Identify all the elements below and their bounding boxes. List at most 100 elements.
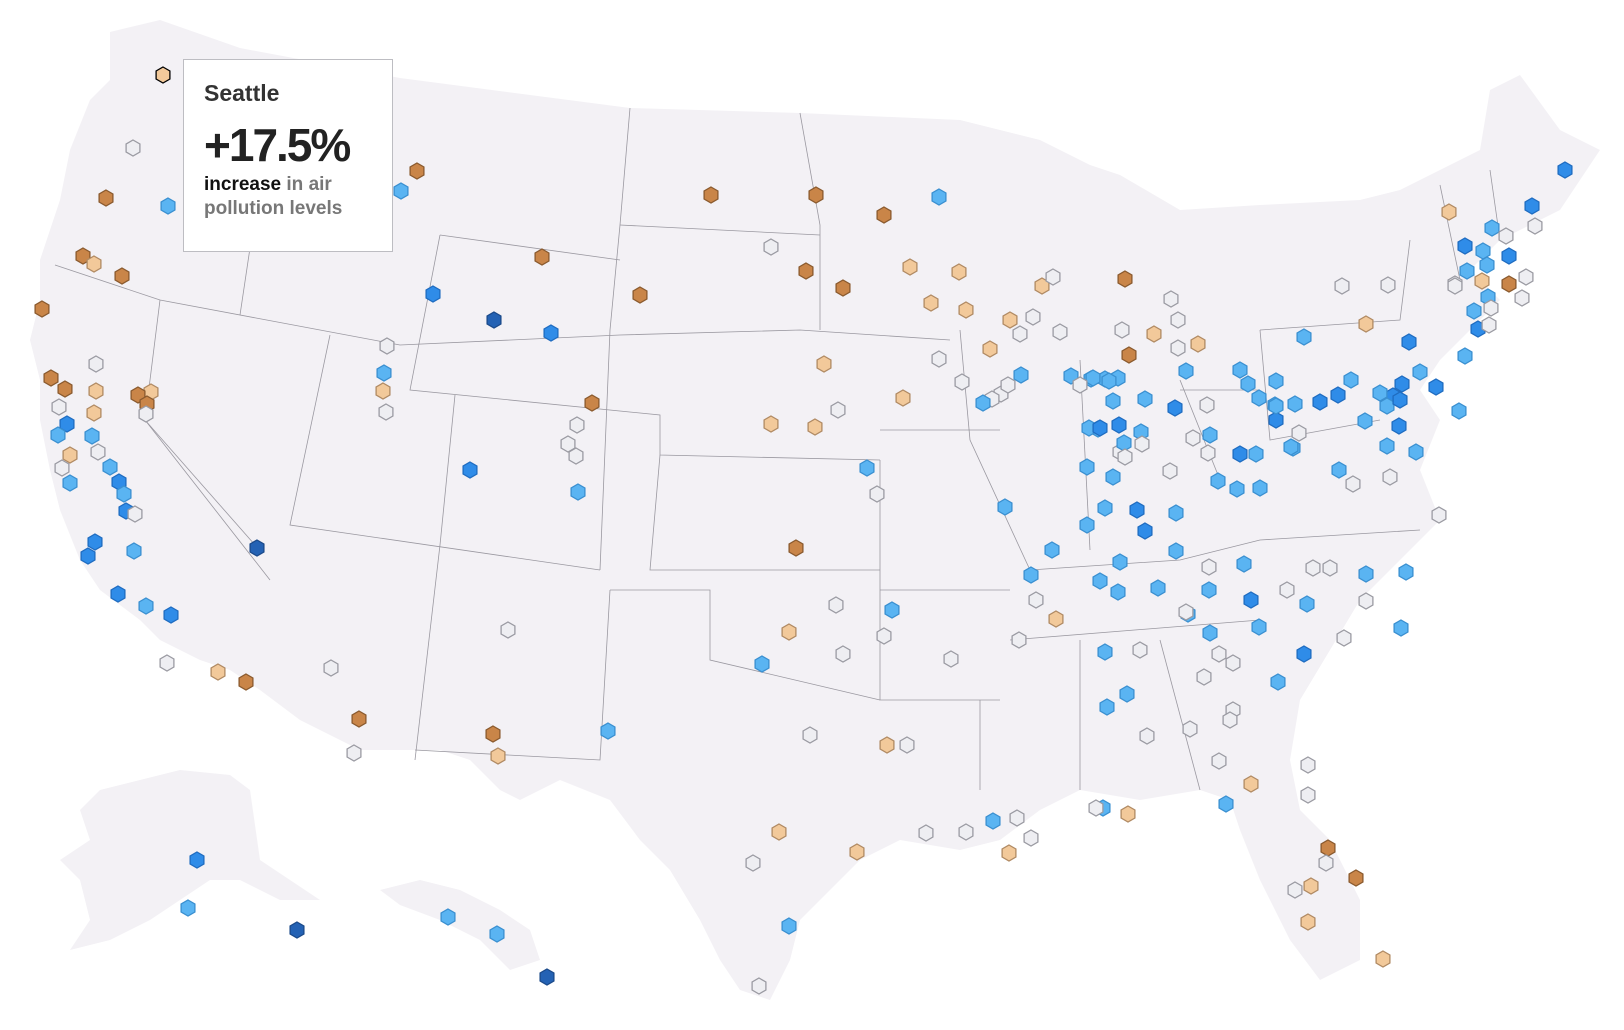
city-marker[interactable] bbox=[1331, 461, 1347, 479]
city-marker[interactable] bbox=[1202, 426, 1218, 444]
city-marker[interactable] bbox=[703, 186, 719, 204]
city-marker[interactable] bbox=[1379, 397, 1395, 415]
city-marker[interactable] bbox=[1167, 399, 1183, 417]
city-marker[interactable] bbox=[982, 340, 998, 358]
city-marker[interactable] bbox=[1085, 369, 1101, 387]
city-marker[interactable] bbox=[1296, 328, 1312, 346]
city-marker[interactable] bbox=[997, 498, 1013, 516]
city-marker[interactable] bbox=[1279, 581, 1295, 599]
city-marker[interactable] bbox=[899, 736, 915, 754]
city-marker[interactable] bbox=[378, 403, 394, 421]
city-marker[interactable] bbox=[1501, 247, 1517, 265]
city-marker[interactable] bbox=[1132, 641, 1148, 659]
city-marker[interactable] bbox=[1524, 197, 1540, 215]
city-marker[interactable] bbox=[754, 655, 770, 673]
city-marker[interactable] bbox=[1178, 603, 1194, 621]
city-marker[interactable] bbox=[1322, 559, 1338, 577]
city-marker[interactable] bbox=[1182, 720, 1198, 738]
city-marker[interactable] bbox=[1072, 376, 1088, 394]
city-marker[interactable] bbox=[1162, 462, 1178, 480]
city-marker[interactable] bbox=[34, 300, 50, 318]
city-marker[interactable] bbox=[884, 601, 900, 619]
city-marker[interactable] bbox=[1025, 308, 1041, 326]
city-marker[interactable] bbox=[808, 186, 824, 204]
city-marker[interactable] bbox=[1168, 504, 1184, 522]
city-marker[interactable] bbox=[1501, 275, 1517, 293]
city-marker[interactable] bbox=[126, 542, 142, 560]
city-marker[interactable] bbox=[560, 435, 576, 453]
city-marker[interactable] bbox=[1101, 372, 1117, 390]
city-marker[interactable] bbox=[393, 182, 409, 200]
city-marker[interactable] bbox=[1190, 335, 1206, 353]
city-marker[interactable] bbox=[160, 197, 176, 215]
city-marker[interactable] bbox=[570, 483, 586, 501]
city-marker[interactable] bbox=[1117, 270, 1133, 288]
city-marker[interactable] bbox=[1079, 458, 1095, 476]
city-marker[interactable] bbox=[1345, 475, 1361, 493]
city-marker[interactable] bbox=[1268, 397, 1284, 415]
city-marker[interactable] bbox=[1287, 881, 1303, 899]
city-marker[interactable] bbox=[1441, 203, 1457, 221]
city-marker[interactable] bbox=[751, 977, 767, 995]
city-marker[interactable] bbox=[1382, 468, 1398, 486]
city-marker[interactable] bbox=[1088, 799, 1104, 817]
city-marker[interactable] bbox=[1097, 499, 1113, 517]
city-marker[interactable] bbox=[1222, 711, 1238, 729]
city-marker[interactable] bbox=[1011, 631, 1027, 649]
city-marker[interactable] bbox=[835, 279, 851, 297]
city-marker[interactable] bbox=[323, 659, 339, 677]
city-marker[interactable] bbox=[1044, 541, 1060, 559]
city-marker[interactable] bbox=[440, 908, 456, 926]
city-marker[interactable] bbox=[1168, 542, 1184, 560]
city-marker[interactable] bbox=[1483, 299, 1499, 317]
city-marker[interactable] bbox=[1000, 376, 1016, 394]
city-marker[interactable] bbox=[500, 621, 516, 639]
city-marker[interactable] bbox=[802, 726, 818, 744]
city-marker[interactable] bbox=[1229, 480, 1245, 498]
city-marker[interactable] bbox=[163, 606, 179, 624]
city-marker-selected[interactable] bbox=[155, 66, 171, 84]
city-marker[interactable] bbox=[1211, 645, 1227, 663]
city-marker[interactable] bbox=[1146, 325, 1162, 343]
city-marker[interactable] bbox=[1557, 161, 1573, 179]
city-marker[interactable] bbox=[1270, 673, 1286, 691]
city-marker[interactable] bbox=[1137, 522, 1153, 540]
city-marker[interactable] bbox=[1268, 372, 1284, 390]
city-marker[interactable] bbox=[1225, 654, 1241, 672]
city-marker[interactable] bbox=[807, 418, 823, 436]
city-marker[interactable] bbox=[1514, 289, 1530, 307]
city-marker[interactable] bbox=[1048, 610, 1064, 628]
city-marker[interactable] bbox=[568, 447, 584, 465]
city-marker[interactable] bbox=[835, 645, 851, 663]
city-marker[interactable] bbox=[1092, 419, 1108, 437]
city-marker[interactable] bbox=[1099, 698, 1115, 716]
city-marker[interactable] bbox=[931, 188, 947, 206]
city-marker[interactable] bbox=[943, 650, 959, 668]
city-marker[interactable] bbox=[632, 286, 648, 304]
city-marker[interactable] bbox=[1372, 384, 1388, 402]
city-marker[interactable] bbox=[116, 485, 132, 503]
city-marker[interactable] bbox=[816, 355, 832, 373]
city-marker[interactable] bbox=[876, 206, 892, 224]
city-marker[interactable] bbox=[1348, 869, 1364, 887]
city-marker[interactable] bbox=[1129, 501, 1145, 519]
city-marker[interactable] bbox=[138, 405, 154, 423]
city-marker[interactable] bbox=[210, 663, 226, 681]
city-marker[interactable] bbox=[1170, 339, 1186, 357]
city-marker[interactable] bbox=[1251, 618, 1267, 636]
city-marker[interactable] bbox=[1252, 479, 1268, 497]
city-marker[interactable] bbox=[127, 505, 143, 523]
city-marker[interactable] bbox=[1196, 668, 1212, 686]
city-marker[interactable] bbox=[376, 364, 392, 382]
city-marker[interactable] bbox=[1150, 579, 1166, 597]
city-marker[interactable] bbox=[1358, 315, 1374, 333]
city-marker[interactable] bbox=[1380, 276, 1396, 294]
city-marker[interactable] bbox=[1479, 256, 1495, 274]
city-marker[interactable] bbox=[1210, 472, 1226, 490]
city-marker[interactable] bbox=[1232, 361, 1248, 379]
city-marker[interactable] bbox=[1013, 366, 1029, 384]
city-marker[interactable] bbox=[830, 401, 846, 419]
city-marker[interactable] bbox=[781, 917, 797, 935]
city-marker[interactable] bbox=[1474, 272, 1490, 290]
city-marker[interactable] bbox=[110, 585, 126, 603]
